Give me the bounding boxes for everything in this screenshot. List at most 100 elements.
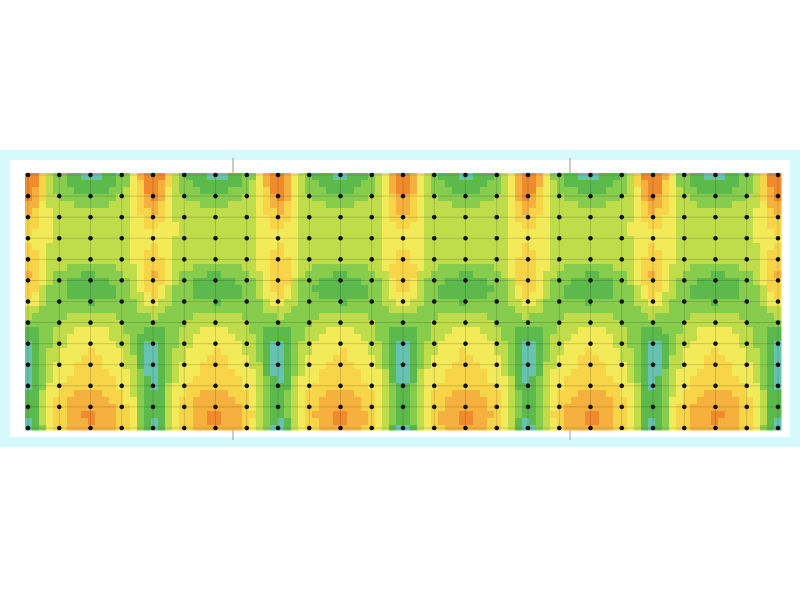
contour-cell [760,299,768,307]
contour-cell [32,397,40,405]
contour-cell [347,292,355,300]
contour-cell [564,222,572,230]
contour-cell [235,383,243,391]
contour-cell [88,390,96,398]
contour-cell [438,397,446,405]
contour-cell [522,187,530,195]
contour-cell [130,243,138,251]
contour-cell [690,313,698,321]
contour-cell [725,369,733,377]
contour-cell [592,187,600,195]
contour-cell [102,236,110,244]
contour-cell [214,369,222,377]
contour-cell [725,348,733,356]
contour-cell [508,299,516,307]
contour-cell [487,334,495,342]
contour-cell [410,313,418,321]
contour-cell [487,341,495,349]
contour-cell [466,257,474,265]
contour-cell [354,236,362,244]
contour-cell [634,173,642,181]
contour-cell [466,264,474,272]
contour-cell [172,362,180,370]
contour-cell [753,334,761,342]
contour-cell [158,222,166,230]
contour-cell [319,243,327,251]
contour-cell [88,334,96,342]
contour-cell [256,313,264,321]
contour-cell [459,257,467,265]
contour-cell [361,334,369,342]
contour-cell [676,299,684,307]
mesh-node [181,404,187,410]
contour-cell [39,201,47,209]
contour-cell [144,306,152,314]
contour-cell [109,278,117,286]
contour-cell [102,418,110,426]
contour-cell [53,404,61,412]
mesh-node [494,383,500,389]
mesh-node [525,214,531,220]
mesh-node [556,235,562,241]
contour-cell [466,299,474,307]
contour-cell [60,425,68,431]
contour-cell [501,348,509,356]
mesh-node [306,299,312,304]
contour-cell [711,355,719,363]
contour-cell [634,299,642,307]
contour-cell [753,383,761,391]
contour-cell [585,264,593,272]
contour-cell [263,229,271,237]
contour-cell [564,418,572,426]
contour-cell [501,362,509,370]
contour-cell [95,411,103,419]
contour-cell [445,257,453,265]
contour-cell [74,313,82,321]
contour-cell [655,271,663,279]
contour-cell [697,341,705,349]
contour-cell [585,348,593,356]
contour-cell [137,313,145,321]
contour-cell [508,341,516,349]
contour-cell [221,320,229,328]
contour-cell [249,390,257,398]
contour-cell [109,180,117,188]
contour-cell [683,201,691,209]
contour-cell [312,348,320,356]
mesh-node [431,320,437,325]
contour-cell [312,215,320,223]
contour-cell [312,341,320,349]
contour-cell [88,355,96,363]
contour-cell [473,397,481,405]
contour-cell [690,264,698,272]
contour-cell [417,397,425,405]
contour-cell [333,383,341,391]
contour-cell [760,404,768,412]
contour-cell [753,215,761,223]
mesh-node [150,214,156,220]
contour-cell [613,334,621,342]
contour-cell [39,173,47,181]
contour-cell [452,236,460,244]
contour-cell [249,229,257,237]
contour-cell [291,299,299,307]
contour-cell [536,271,544,279]
contour-cell [158,278,166,286]
contour-cell [718,327,726,335]
contour-cell [641,278,649,286]
contour-cell [396,320,404,328]
contour-cell [221,271,229,279]
contour-cell [620,215,628,223]
contour-cell [669,341,677,349]
contour-cell [60,369,68,377]
contour-cell [711,306,719,314]
contour-cell [424,264,432,272]
contour-cell [452,180,460,188]
contour-cell [361,208,369,216]
contour-cell [319,369,327,377]
contour-cell [620,390,628,398]
contour-cell [291,208,299,216]
contour-cell [46,229,54,237]
contour-cell [270,383,278,391]
contour-cell [592,313,600,321]
